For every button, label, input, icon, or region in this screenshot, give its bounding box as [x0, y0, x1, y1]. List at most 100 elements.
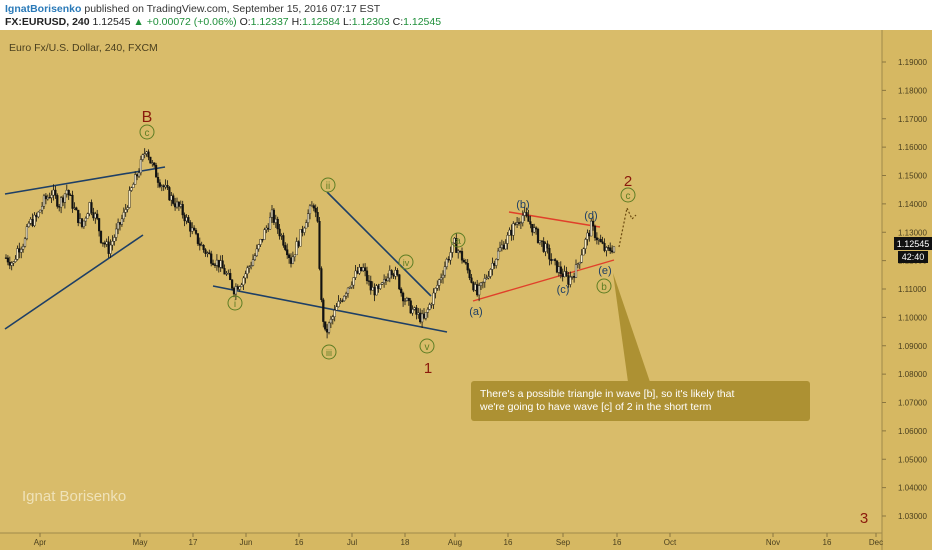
high-value: 1.12584 [302, 16, 341, 28]
author-link[interactable]: IgnatBorisenko [5, 3, 82, 15]
candle-body [116, 222, 120, 230]
candle-body [356, 270, 359, 274]
candle-body [322, 299, 325, 322]
candle-body [318, 221, 321, 269]
candle-body [137, 172, 141, 177]
wave-label-big-b: B [142, 109, 153, 126]
candle-body [278, 228, 281, 237]
svg-text:1.12545: 1.12545 [897, 239, 930, 249]
x-tick-label: Jun [240, 538, 253, 547]
candle-body [78, 218, 82, 224]
candle-body [441, 274, 445, 279]
candle-body [365, 270, 369, 281]
candle-body [101, 242, 104, 244]
candle-body [422, 313, 426, 319]
candle-body [113, 237, 116, 242]
candle-body [164, 185, 167, 188]
x-tick-label: 16 [613, 538, 622, 547]
candle-body [538, 240, 541, 243]
candle-body [194, 230, 198, 234]
candle-body [578, 262, 581, 265]
x-tick-label: Nov [766, 538, 780, 547]
candle-body [367, 280, 370, 282]
candle-body [424, 312, 427, 319]
candle-body [592, 220, 595, 227]
triangle-lower-line[interactable] [472, 259, 615, 302]
candle-body [82, 220, 85, 227]
candle-body [130, 187, 133, 191]
candle-body [107, 241, 110, 254]
candle-body [335, 306, 338, 311]
wave-label-iv: iv [398, 254, 414, 270]
candle-body [295, 241, 298, 256]
wave-label-v: v [419, 338, 435, 354]
candle-body [96, 213, 99, 219]
candle-body [523, 212, 526, 216]
candle-body [303, 227, 306, 233]
candle-body [90, 202, 93, 213]
candle-body [94, 213, 97, 219]
candle-body [472, 282, 475, 291]
candle-body [419, 312, 422, 323]
ohlc-line: FX:EURUSD, 240 1.12545 ▲ +0.00072 (+0.06… [5, 16, 441, 28]
candle-body [339, 300, 342, 302]
candle-body [561, 273, 564, 278]
candle-body [449, 252, 452, 261]
candle-body [398, 274, 401, 290]
candle-body [168, 187, 171, 201]
candle-body [377, 285, 380, 289]
candle-body [557, 266, 560, 273]
trendline-lower-diagonal[interactable] [212, 285, 448, 333]
candle-body [609, 247, 612, 251]
candle-body [162, 185, 165, 188]
candle-body [506, 235, 509, 244]
candle-body [255, 248, 258, 256]
candle-body [580, 254, 583, 263]
candle-body [605, 247, 608, 251]
candle-body [375, 285, 378, 296]
candle-body [588, 232, 591, 237]
candle-body [529, 221, 532, 225]
candle-body [18, 248, 21, 253]
candle-body [590, 220, 593, 237]
trendline-lower-wedge[interactable] [4, 234, 144, 330]
candle-body [430, 304, 433, 306]
candle-body [202, 244, 205, 250]
candle-body [270, 209, 274, 218]
candle-body [510, 229, 513, 236]
candle-body [77, 209, 80, 224]
candle-body [115, 228, 118, 238]
candle-body [310, 205, 313, 207]
candle-body [495, 259, 498, 266]
candle-body [67, 189, 70, 196]
candle-body [37, 211, 40, 218]
candle-body [261, 239, 264, 241]
y-tick-label: 1.09000 [898, 342, 927, 351]
candle-body [274, 218, 277, 223]
candle-body [443, 266, 446, 276]
candle-body [208, 252, 211, 255]
candle-body [512, 223, 515, 236]
candle-body [354, 270, 357, 278]
candle-body [238, 286, 241, 290]
candle-body [71, 194, 74, 209]
candle-body [172, 195, 175, 204]
trendline-upper-wedge[interactable] [4, 166, 166, 195]
candle-body [135, 174, 139, 177]
candle-body [552, 259, 555, 261]
candle-body [244, 273, 247, 279]
candle-body [183, 214, 186, 222]
candle-body [548, 247, 551, 260]
candle-body [500, 244, 503, 248]
price-chart[interactable]: Euro Fx/U.S. Dollar, 240, FXCM Ignat Bor… [0, 30, 932, 550]
candle-body [267, 227, 270, 230]
trendline-upper-diagonal[interactable] [326, 191, 432, 297]
candle-body [559, 266, 562, 274]
candle-body [379, 284, 382, 289]
candle-body [301, 229, 304, 233]
candle-body [29, 219, 32, 224]
candle-body [185, 217, 188, 222]
candle-body [86, 213, 89, 219]
candle-body [440, 277, 443, 280]
candle-body [533, 227, 536, 233]
